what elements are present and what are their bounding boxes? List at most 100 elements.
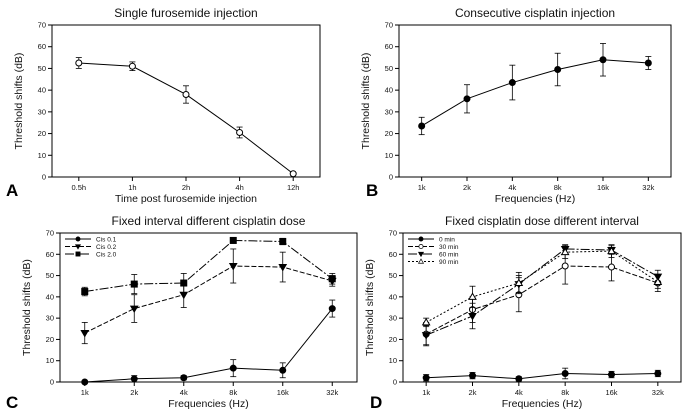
data-point (554, 66, 562, 74)
x-axis-label: Frequencies (Hz) (502, 398, 583, 410)
data-point (182, 90, 190, 98)
chart-panel-a: Single furosemide injection 0 10 20 30 40 50 60… (6, 6, 321, 205)
x-tick-label: 1h (128, 183, 136, 192)
data-point (81, 288, 89, 296)
data-point (180, 374, 188, 382)
legend-label: Cis 0.2 (96, 244, 117, 251)
legend-label: 60 min (439, 251, 459, 258)
data-point (561, 369, 569, 377)
y-tick-label: 10 (38, 151, 46, 160)
legend-marker (418, 236, 424, 242)
x-axis-label: Frequencies (Hz) (495, 193, 576, 205)
y-axis-label: Threshold shifts (dB) (360, 53, 372, 150)
series-line (426, 372, 658, 380)
x-tick-label: 16k (605, 388, 617, 397)
data-point (463, 95, 471, 103)
y-axis-label: Threshold shifts (dB) (364, 259, 376, 356)
series-line (425, 250, 659, 323)
x-axis-label: Time post furosemide injection (115, 193, 257, 205)
series-line (421, 59, 649, 127)
series-line (425, 248, 659, 336)
data-point (75, 59, 83, 67)
panel-letter: C (6, 393, 18, 412)
data-point (468, 313, 477, 321)
x-tick-label: 2k (130, 388, 138, 397)
x-tick-label: 1k (81, 388, 89, 397)
data-point (279, 238, 287, 246)
x-tick-label: 4k (180, 388, 188, 397)
legend-label: 0 min (439, 236, 455, 243)
y-tick-label: 70 (385, 21, 393, 30)
x-tick-label: 1k (418, 183, 426, 192)
y-tick-label: 40 (46, 292, 54, 301)
x-tick-label: 16k (597, 183, 609, 192)
panel-letter: A (6, 181, 18, 200)
legend-marker (417, 258, 425, 264)
data-point (653, 277, 663, 285)
y-tick-label: 20 (38, 129, 46, 138)
series-main (418, 43, 652, 136)
y-tick-label: 0 (393, 378, 397, 387)
data-point (279, 366, 287, 374)
y-tick-label: 20 (46, 335, 54, 344)
x-tick-label: 1k (422, 388, 430, 397)
y-tick-label: 60 (389, 250, 397, 259)
y-tick-label: 0 (42, 173, 46, 182)
panel-letter: D (370, 393, 382, 412)
x-tick-label: 8k (554, 183, 562, 192)
data-point (421, 317, 431, 326)
data-point (469, 372, 476, 380)
x-axis-label: Frequencies (Hz) (168, 398, 249, 410)
data-point (468, 292, 477, 300)
x-tick-label: 16k (277, 388, 289, 397)
y-tick-label: 50 (385, 64, 393, 73)
series-0-min (422, 367, 662, 383)
data-point (236, 128, 244, 136)
x-tick-label: 8k (229, 388, 237, 397)
data-point (289, 170, 297, 178)
y-tick-label: 30 (385, 107, 393, 116)
legend-marker (417, 251, 425, 258)
x-tick-label: 12h (287, 183, 300, 192)
chart-panel-c: Fixed interval different cisplatin dose 0… (6, 214, 358, 412)
y-tick-label: 30 (38, 107, 46, 116)
data-point (607, 246, 616, 255)
x-tick-label: 32k (652, 388, 664, 397)
data-point (599, 56, 607, 64)
data-point (608, 263, 615, 271)
plot-frame (402, 232, 682, 383)
chart-title: Single furosemide injection (114, 6, 257, 20)
y-tick-label: 0 (389, 173, 393, 182)
legend-label: 90 min (439, 259, 459, 266)
y-tick-label: 10 (385, 151, 393, 160)
data-point (128, 62, 136, 70)
legend-marker (75, 251, 81, 257)
chart-panel-b: Consecutive cisplatin injection 0 10 20 30 40… (360, 6, 672, 205)
y-tick-label: 50 (389, 271, 397, 280)
chart-panel-d: Fixed cisplatin dose different interval 0… (364, 214, 682, 412)
x-tick-label: 4k (515, 388, 523, 397)
y-tick-label: 30 (46, 314, 54, 323)
data-point (328, 305, 336, 313)
y-tick-label: 20 (389, 335, 397, 344)
series-cis-0-1 (81, 299, 336, 386)
series-line (425, 265, 658, 335)
y-tick-label: 40 (389, 292, 397, 301)
data-point (418, 122, 426, 130)
data-point (130, 375, 138, 383)
legend-marker (418, 244, 424, 249)
data-point (130, 280, 138, 288)
data-point (654, 369, 662, 377)
chart-title: Fixed cisplatin dose different interval (445, 214, 639, 228)
legend-label: Cis 2.0 (96, 251, 117, 258)
y-axis-label: Threshold shifts (dB) (13, 53, 25, 150)
x-tick-label: 32k (326, 388, 338, 397)
data-point (515, 375, 523, 383)
plot-frame (398, 24, 672, 178)
data-point (508, 79, 516, 87)
panel-letter: B (366, 181, 378, 200)
y-tick-label: 70 (38, 21, 46, 30)
y-axis-label: Threshold shifts (dB) (21, 259, 33, 356)
